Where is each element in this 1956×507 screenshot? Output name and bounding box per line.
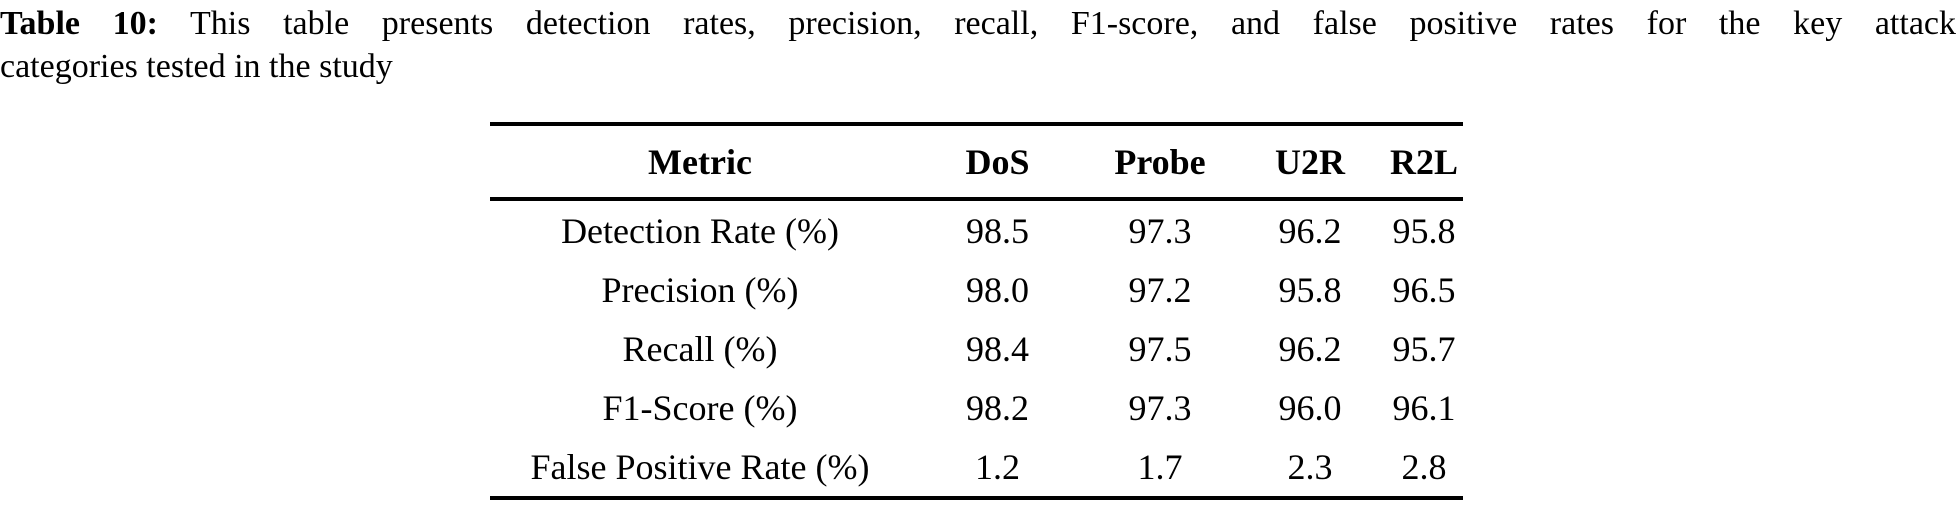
value-cell: 97.3 xyxy=(1128,210,1192,251)
value-cell: 2.3 xyxy=(1287,446,1333,487)
table-row: Precision (%) 98.0 97.2 95.8 96.5 xyxy=(490,260,1463,319)
value-cell: 96.1 xyxy=(1392,387,1456,428)
value-cell: 98.0 xyxy=(966,269,1029,310)
value-cell: 97.3 xyxy=(1128,387,1192,428)
caption-line-1: Table 10: This table presents detection … xyxy=(0,2,1956,45)
value-cell: 2.8 xyxy=(1401,446,1447,487)
value-cell: 1.2 xyxy=(975,446,1020,487)
value-cell: 98.2 xyxy=(966,387,1029,428)
value-cell: 98.4 xyxy=(966,328,1029,369)
table-row: F1-Score (%) 98.2 97.3 96.0 96.1 xyxy=(490,378,1463,437)
metric-cell: False Positive Rate (%) xyxy=(530,446,870,487)
metric-cell: Detection Rate (%) xyxy=(561,210,839,251)
column-header-r2l: R2L xyxy=(1385,126,1463,201)
metrics-table: Metric DoS Probe U2R R2L Detection Rate … xyxy=(490,122,1463,500)
caption-line-2: categories tested in the study xyxy=(0,48,393,85)
value-cell: 96.2 xyxy=(1278,210,1342,251)
value-cell: 95.8 xyxy=(1278,269,1342,310)
table-row: Recall (%) 98.4 97.5 96.2 95.7 xyxy=(490,319,1463,378)
value-cell: 96.0 xyxy=(1278,387,1342,428)
metric-cell: Recall (%) xyxy=(622,328,778,369)
column-header-probe: Probe xyxy=(1085,126,1235,201)
header-row: Metric DoS Probe U2R R2L xyxy=(490,126,1463,201)
column-header-metric: Metric xyxy=(490,126,910,201)
value-cell: 95.7 xyxy=(1392,328,1456,369)
value-cell: 1.7 xyxy=(1137,446,1183,487)
value-cell: 98.5 xyxy=(966,210,1029,251)
table-caption: Table 10: This table presents detection … xyxy=(0,2,1956,88)
caption-line1-text: This table presents detection rates, pre… xyxy=(157,5,1956,42)
value-cell: 96.5 xyxy=(1392,269,1456,310)
table-row: False Positive Rate (%) 1.2 1.7 2.3 2.8 xyxy=(490,437,1463,496)
caption-label: Table 10: xyxy=(0,5,158,42)
metric-cell: Precision (%) xyxy=(601,269,799,310)
value-cell: 97.5 xyxy=(1128,328,1192,369)
metric-cell: F1-Score (%) xyxy=(602,387,798,428)
table-row: Detection Rate (%) 98.5 97.3 96.2 95.8 xyxy=(490,201,1463,260)
value-cell: 95.8 xyxy=(1392,210,1456,251)
value-cell: 97.2 xyxy=(1128,269,1192,310)
value-cell: 96.2 xyxy=(1278,328,1342,369)
column-header-dos: DoS xyxy=(910,126,1085,201)
column-header-u2r: U2R xyxy=(1235,126,1385,201)
